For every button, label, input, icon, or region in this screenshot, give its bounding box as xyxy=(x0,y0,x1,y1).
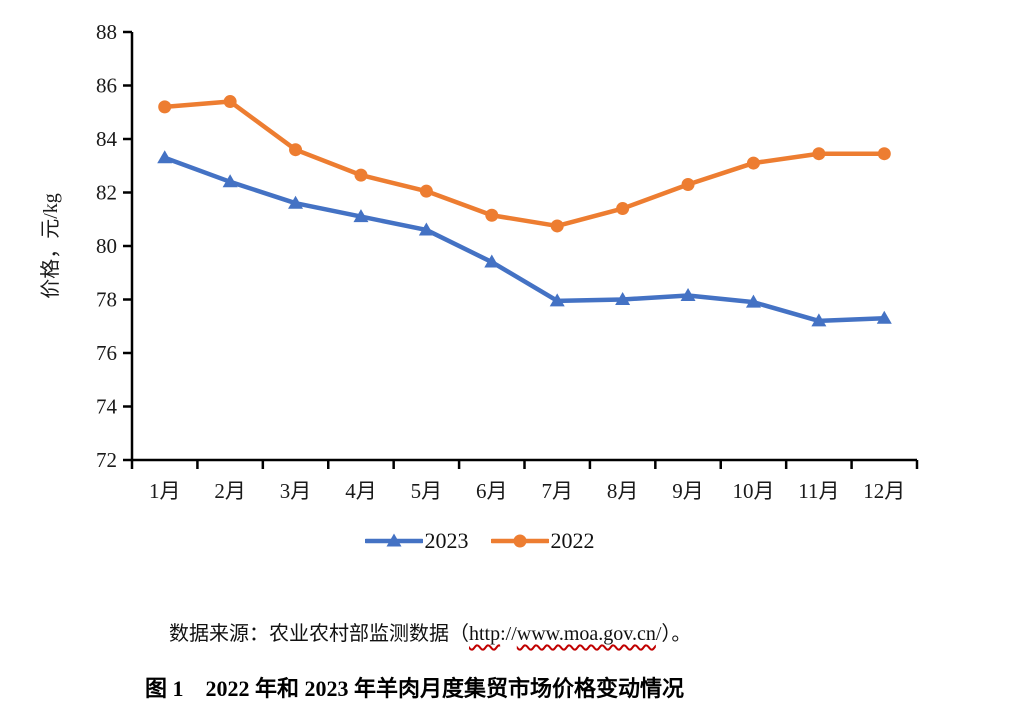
triangle-marker-2023 xyxy=(876,310,892,324)
y-tick-label: 78 xyxy=(96,288,117,312)
legend-item-2022: 2022 xyxy=(490,528,595,553)
circle-marker-2022 xyxy=(746,156,760,170)
chart-legend: 2023 2022 xyxy=(0,530,984,552)
triangle-marker-2023 xyxy=(222,174,238,188)
triangle-marker-icon xyxy=(386,533,401,547)
x-tick-label: 5月 xyxy=(411,479,443,503)
circle-marker-2022 xyxy=(616,202,630,216)
x-tick-label: 12月 xyxy=(863,479,905,503)
data-source-note: 数据来源：农业农村部监测数据（http://www.moa.gov.cn/）。 xyxy=(169,617,691,646)
triangle-marker-2023 xyxy=(745,294,761,308)
source-text-segment: / xyxy=(655,623,662,645)
y-tick-label: 76 xyxy=(96,341,117,365)
y-tick-label: 86 xyxy=(96,74,117,98)
source-text-segment: :// xyxy=(500,623,517,645)
circle-marker-icon xyxy=(513,534,526,548)
triangle-marker-2023 xyxy=(157,150,173,164)
y-tick-label: 82 xyxy=(96,181,117,205)
circle-marker-2022 xyxy=(289,143,303,157)
triangle-marker-2023 xyxy=(484,254,500,268)
x-tick-label: 10月 xyxy=(732,479,774,503)
x-tick-label: 11月 xyxy=(798,479,839,503)
y-axis-title: 价格，元/kg xyxy=(39,193,62,299)
circle-marker-2022 xyxy=(681,177,695,191)
circle-marker-2022 xyxy=(158,100,172,114)
source-text-segment: ）。 xyxy=(661,623,692,645)
source-url-segment: www.moa.gov.cn xyxy=(516,623,656,645)
x-tick-label: 4月 xyxy=(345,479,377,503)
x-tick-label: 1月 xyxy=(149,479,181,503)
x-tick-label: 6月 xyxy=(476,479,508,503)
triangle-marker-2023 xyxy=(811,313,827,327)
series-line-2022 xyxy=(162,99,887,229)
y-tick-label: 88 xyxy=(96,20,117,44)
circle-marker-2022 xyxy=(485,208,499,222)
figure-caption: 图 1 2022 年和 2023 年羊肉月度集贸市场价格变动情况 xyxy=(145,676,685,701)
series-line-2023 xyxy=(162,155,887,324)
circle-marker-2022 xyxy=(354,168,368,182)
y-tick-label: 84 xyxy=(96,127,118,151)
circle-marker-2022 xyxy=(812,147,826,161)
triangle-marker-2023 xyxy=(353,209,369,223)
x-tick-label: 3月 xyxy=(280,479,312,503)
legend-label-2023: 2023 xyxy=(424,528,469,553)
source-text-segment: 数据来源：农业农村部监测数据（ xyxy=(169,623,469,645)
y-tick-label: 74 xyxy=(96,395,118,419)
circle-marker-2022 xyxy=(550,219,564,233)
triangle-marker-2023 xyxy=(549,293,565,307)
legend-item-2023: 2023 xyxy=(364,528,469,553)
y-tick-label: 72 xyxy=(96,448,117,472)
source-url-segment: http xyxy=(469,623,501,645)
triangle-marker-2023 xyxy=(418,222,434,236)
circle-marker-2022 xyxy=(223,95,237,109)
legend-circle-line-icon xyxy=(490,534,549,548)
legend-label-2022: 2022 xyxy=(550,528,595,553)
circle-marker-2022 xyxy=(419,184,433,198)
x-tick-label: 2月 xyxy=(214,479,246,503)
axes xyxy=(130,32,917,462)
triangle-marker-2023 xyxy=(615,292,631,305)
circle-marker-2022 xyxy=(877,147,891,161)
triangle-marker-2023 xyxy=(288,195,304,209)
y-tick-label: 80 xyxy=(96,234,117,258)
x-tick-label: 7月 xyxy=(541,479,573,503)
legend-triangle-line-icon xyxy=(364,533,423,547)
x-tick-label: 8月 xyxy=(607,479,639,503)
price-line-chart: 72 74 76 78 80 82 84 86 88 1月 2月 3月 4月 5月 6月 7月 8月 9月 10月 1… xyxy=(39,20,919,503)
x-tick-label: 9月 xyxy=(672,479,704,503)
triangle-marker-2023 xyxy=(680,287,696,301)
